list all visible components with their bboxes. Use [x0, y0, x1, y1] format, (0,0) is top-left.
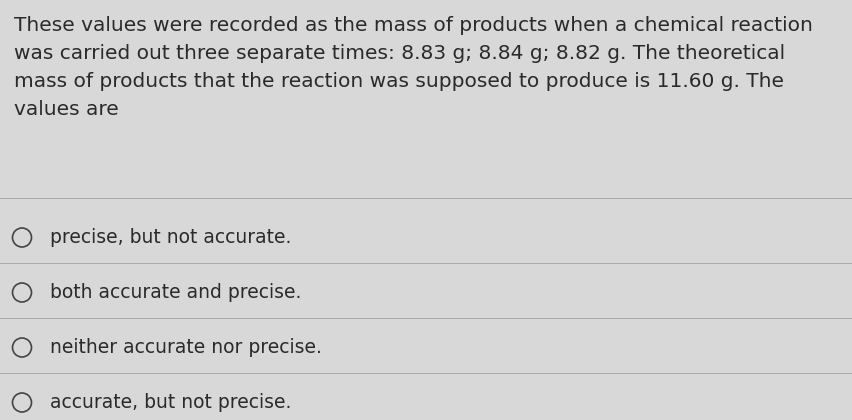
- Text: both accurate and precise.: both accurate and precise.: [50, 283, 301, 302]
- Text: These values were recorded as the mass of products when a chemical reaction: These values were recorded as the mass o…: [14, 16, 812, 35]
- Text: neither accurate nor precise.: neither accurate nor precise.: [50, 338, 321, 357]
- Text: mass of products that the reaction was supposed to produce is 11.60 g. The: mass of products that the reaction was s…: [14, 72, 783, 91]
- Text: accurate, but not precise.: accurate, but not precise.: [50, 393, 291, 412]
- Text: precise, but not accurate.: precise, but not accurate.: [50, 228, 291, 247]
- Text: values are: values are: [14, 100, 118, 119]
- Text: was carried out three separate times: 8.83 g; 8.84 g; 8.82 g. The theoretical: was carried out three separate times: 8.…: [14, 44, 784, 63]
